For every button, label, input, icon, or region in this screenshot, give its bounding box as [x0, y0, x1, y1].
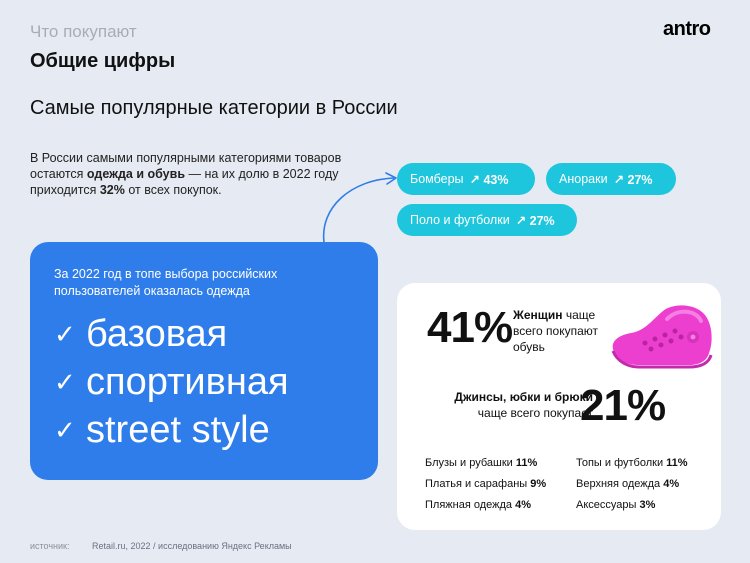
source-text: Retail.ru, 2022 / исследованию Яндекс Ре…: [92, 541, 292, 551]
stat-value: 9%: [530, 478, 547, 490]
chip-label: Анораки: [559, 172, 608, 186]
chip-value: ↗ 43%: [469, 172, 509, 187]
jeans-percentage: 21%: [580, 381, 666, 430]
chip-value: ↗ 27%: [515, 213, 555, 228]
stat-value: 3%: [639, 499, 656, 511]
chip-label: Поло и футболки: [410, 213, 510, 227]
stat-label: Пляжная одежда: [425, 499, 516, 511]
page-title: Общие цифры: [30, 50, 176, 72]
style-label: спортивная: [86, 361, 289, 403]
women-caption: Женщин чаще всего покупают обувь: [513, 307, 623, 355]
stat-value: 4%: [663, 478, 680, 490]
list-item: ✓ базовая: [54, 310, 289, 358]
chip-bombers: Бомберы ↗ 43%: [397, 163, 535, 195]
women-caption-bold: Женщин: [513, 308, 563, 322]
stat-label: Топы и футболки: [576, 457, 667, 469]
top-styles-card: За 2022 год в топе выбора российских пол…: [30, 242, 378, 480]
top-styles-intro: За 2022 год в топе выбора российских пол…: [54, 267, 278, 298]
jeans-caption-rest: чаще всего покупает: [477, 406, 593, 420]
stat-value: 11%: [515, 457, 538, 469]
list-item: ✓ спортивная: [54, 358, 289, 406]
stats-card: 41% Женщин чаще всего покупают обувь Джи…: [397, 283, 721, 530]
intro-highlight-category: одежда и обувь: [86, 167, 186, 181]
top-styles-list: ✓ базовая ✓ спортивная ✓ street style: [54, 310, 289, 454]
intro-text: В России самыми популярными категориями …: [30, 151, 342, 181]
intro-text: от всех покупок.: [124, 183, 222, 197]
jeans-caption-bold: Джинсы, юбки и брюки: [454, 390, 593, 404]
chip-label: Бомберы: [410, 172, 464, 186]
check-icon: ✓: [54, 415, 76, 445]
chip-anoraks: Анораки ↗ 27%: [546, 163, 676, 195]
list-item: Топы и футболки 11%: [576, 453, 688, 474]
stats-list-left: Блузы и рубашки 11% Платья и сарафаны 9%…: [425, 453, 546, 516]
intro-highlight-share: 32%: [99, 183, 125, 197]
chip-polo: Поло и футболки ↗ 27%: [397, 204, 577, 236]
croc-shoe-image: [611, 305, 713, 369]
chip-value: ↗ 27%: [613, 172, 653, 187]
check-icon: ✓: [54, 319, 76, 349]
jeans-caption: Джинсы, юбки и брюки чаще всего покупает: [423, 389, 593, 421]
list-item: Пляжная одежда 4%: [425, 495, 546, 516]
stat-label: Аксессуары: [576, 499, 640, 511]
list-item: Блузы и рубашки 11%: [425, 453, 546, 474]
intro-paragraph: В России самыми популярными категориями …: [30, 150, 375, 198]
stat-value: 11%: [666, 457, 688, 469]
list-item: Платья и сарафаны 9%: [425, 474, 546, 495]
list-item: Аксессуары 3%: [576, 495, 688, 516]
source-label: источник:: [30, 541, 70, 551]
list-item: ✓ street style: [54, 406, 289, 454]
intro-text: — на их долю в 2022 году приходится: [30, 167, 339, 197]
style-label: базовая: [86, 313, 228, 355]
section-label: Что покупают: [30, 22, 137, 41]
stat-label: Платья и сарафаны: [425, 478, 531, 490]
style-label: street style: [86, 409, 270, 451]
stat-value: 4%: [515, 499, 531, 511]
list-item: Верхняя одежда 4%: [576, 474, 688, 495]
brand-logo: antro: [663, 18, 711, 40]
section-subtitle: Самые популярные категории в России: [30, 97, 398, 119]
arrow-connector: [322, 172, 397, 243]
stat-label: Блузы и рубашки: [425, 457, 516, 469]
stats-list-right: Топы и футболки 11% Верхняя одежда 4% Ак…: [576, 453, 688, 516]
women-percentage: 41%: [427, 303, 513, 352]
stat-label: Верхняя одежда: [576, 478, 664, 490]
women-caption-rest: чаще всего покупают обувь: [513, 308, 598, 354]
check-icon: ✓: [54, 367, 76, 397]
